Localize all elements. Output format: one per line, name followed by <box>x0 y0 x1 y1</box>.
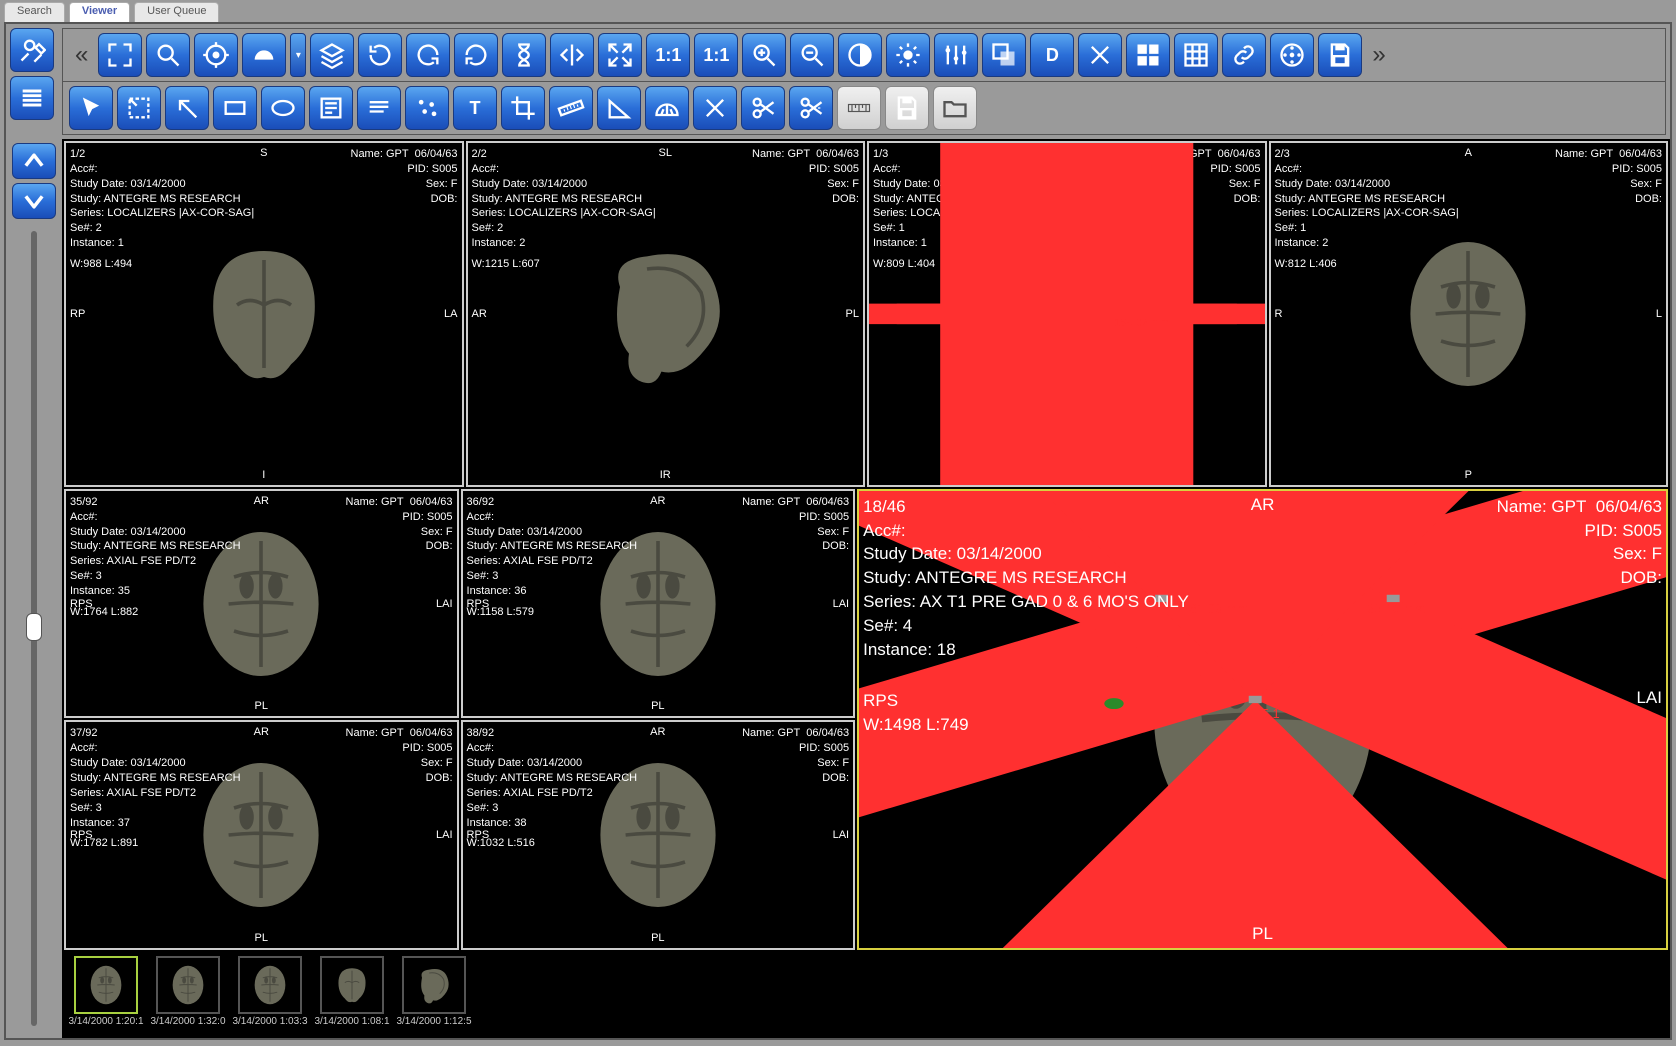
zoom-out-icon[interactable] <box>790 33 834 77</box>
tools-icon[interactable] <box>10 28 54 72</box>
zoom-icon[interactable] <box>146 33 190 77</box>
viewport[interactable]: 35/92Acc#:Study Date: 03/14/2000Study: A… <box>64 489 459 719</box>
toolbar-scroll-right[interactable]: » <box>1366 41 1391 69</box>
ellipse-icon[interactable] <box>261 86 305 130</box>
viewport[interactable]: 38/92Acc#:Study Date: 03/14/2000Study: A… <box>461 720 856 950</box>
thumbnail[interactable]: 3/14/2000 1:12:5 <box>396 956 472 1036</box>
letter-d-icon[interactable]: D <box>1030 33 1074 77</box>
toolbar-row-1: « ▾ 1:11:1 D » <box>63 29 1665 81</box>
scatter-icon[interactable] <box>405 86 449 130</box>
region-icon[interactable] <box>117 86 161 130</box>
save-disk-icon[interactable] <box>1318 33 1362 77</box>
list-icon[interactable] <box>10 76 54 120</box>
folder-icon[interactable] <box>933 86 977 130</box>
scale-ruler-icon[interactable] <box>837 86 881 130</box>
floppy-icon[interactable] <box>885 86 929 130</box>
nav-slider-thumb[interactable] <box>26 613 42 641</box>
arrow-nw-icon[interactable] <box>165 86 209 130</box>
main-toolbar: « ▾ 1:11:1 D » T <box>62 28 1666 135</box>
viewport[interactable]: 1/2Acc#:Study Date: 03/14/2000Study: ANT… <box>64 141 464 487</box>
triangle-icon[interactable] <box>597 86 641 130</box>
grid-2x2-icon[interactable] <box>1126 33 1170 77</box>
thumbnail-strip: 3/14/2000 1:20:13/14/2000 1:32:03/14/200… <box>64 952 1668 1036</box>
hourglass-icon[interactable] <box>502 33 546 77</box>
fit-screen-icon[interactable] <box>98 33 142 77</box>
undo-icon[interactable] <box>454 33 498 77</box>
toolbar-row-2: T <box>63 81 1665 134</box>
lines-icon[interactable] <box>357 86 401 130</box>
viewport[interactable]: 2/3Acc#:Study Date: 03/14/2000Study: ANT… <box>1269 141 1669 487</box>
flip-h-icon[interactable] <box>550 33 594 77</box>
target-icon[interactable] <box>194 33 238 77</box>
ruler-icon[interactable] <box>549 86 593 130</box>
nav-down-button[interactable] <box>12 183 56 219</box>
pointer-icon[interactable] <box>69 86 113 130</box>
tab-bar: Search Viewer User Queue <box>0 0 1676 22</box>
toolbar-scroll-left[interactable]: « <box>69 41 94 69</box>
scissors-icon[interactable] <box>741 86 785 130</box>
one-to-one-icon[interactable]: 1:1 <box>646 33 690 77</box>
viewport[interactable]: 2/2Acc#:Study Date: 03/14/2000Study: ANT… <box>466 141 866 487</box>
true-size-icon[interactable]: 1:1 <box>694 33 738 77</box>
nav-up-button[interactable] <box>12 143 56 179</box>
contrast-icon[interactable] <box>838 33 882 77</box>
text-icon[interactable]: T <box>453 86 497 130</box>
tab-viewer[interactable]: Viewer <box>69 2 130 22</box>
tab-user-queue[interactable]: User Queue <box>134 2 219 22</box>
rotate-ccw-icon[interactable] <box>358 33 402 77</box>
semi-circle-icon[interactable] <box>242 33 286 77</box>
rect-icon[interactable] <box>213 86 257 130</box>
grid-3x3-icon[interactable] <box>1174 33 1218 77</box>
thumbnail[interactable]: 3/14/2000 1:08:1 <box>314 956 390 1036</box>
thumbnail[interactable]: 3/14/2000 1:20:1 <box>68 956 144 1036</box>
scissors-dotted-icon[interactable] <box>789 86 833 130</box>
crop-icon[interactable] <box>501 86 545 130</box>
viewport[interactable]: 36/92Acc#:Study Date: 03/14/2000Study: A… <box>461 489 856 719</box>
viewport-area: 1/2Acc#:Study Date: 03/14/2000Study: ANT… <box>62 139 1670 1038</box>
side-toolbar <box>6 24 62 139</box>
cut-x-icon[interactable] <box>693 86 737 130</box>
expand-icon[interactable] <box>598 33 642 77</box>
overlay-icon[interactable] <box>982 33 1026 77</box>
viewport[interactable]: 1/3Acc#:Study Date: 03/14/2000Study: ANT… <box>867 141 1267 487</box>
sliders-icon[interactable] <box>934 33 978 77</box>
scissors-x-icon[interactable] <box>1078 33 1122 77</box>
stack-icon[interactable] <box>310 33 354 77</box>
protractor-icon[interactable] <box>645 86 689 130</box>
redo-icon[interactable] <box>406 33 450 77</box>
viewer-frame: « ▾1:11:1D » T 1/2Acc#:Study Date: <box>4 22 1672 1040</box>
reel-icon[interactable] <box>1270 33 1314 77</box>
nav-slider[interactable] <box>31 231 37 1026</box>
brightness-icon[interactable] <box>886 33 930 77</box>
thumbnail[interactable]: 3/14/2000 1:32:0 <box>150 956 226 1036</box>
semi-circle-icon-dropdown[interactable]: ▾ <box>290 33 306 77</box>
viewport[interactable]: 37/92Acc#:Study Date: 03/14/2000Study: A… <box>64 720 459 950</box>
viewport-main[interactable]: 81.99 mm 83.10 mm 75.1 18/46Acc#:Study D… <box>857 489 1668 950</box>
note-icon[interactable] <box>309 86 353 130</box>
link-icon[interactable] <box>1222 33 1266 77</box>
tab-search[interactable]: Search <box>4 2 65 22</box>
nav-strip <box>6 139 62 1038</box>
thumbnail[interactable]: 3/14/2000 1:03:3 <box>232 956 308 1036</box>
zoom-in-icon[interactable] <box>742 33 786 77</box>
